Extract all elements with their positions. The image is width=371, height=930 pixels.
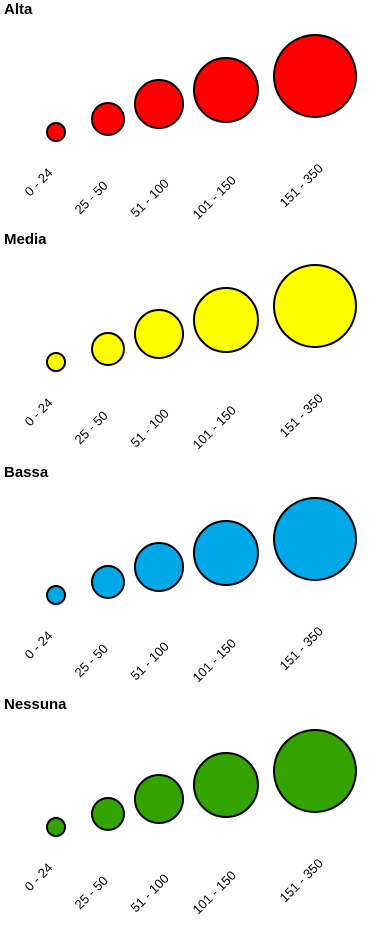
size-class-label: 25 - 50 <box>72 178 111 217</box>
size-class-label: 101 - 150 <box>190 636 239 685</box>
legend-group-media: Media 0 - 24 25 - 50 51 - 100 101 - 150 151 -… <box>4 231 357 452</box>
size-bubble <box>46 585 66 605</box>
size-bubble <box>134 542 184 592</box>
legend-group-bassa: Bassa 0 - 24 25 - 50 51 - 100 101 - 150 151 -… <box>4 464 357 685</box>
legend-group-title: Media <box>4 231 47 248</box>
size-class-label: 25 - 50 <box>72 873 111 912</box>
size-class-label: 151 - 350 <box>277 856 326 905</box>
legend-group-title: Nessuna <box>4 696 67 713</box>
size-class-label: 51 - 100 <box>128 639 172 683</box>
size-bubble <box>91 332 125 366</box>
size-class-label: 51 - 100 <box>128 871 172 915</box>
legend-group-title: Bassa <box>4 464 49 481</box>
size-bubble <box>273 497 357 581</box>
size-class-label: 0 - 24 <box>22 395 56 429</box>
size-bubble <box>46 817 66 837</box>
size-class-label: 25 - 50 <box>72 408 111 447</box>
size-class-label: 0 - 24 <box>22 165 56 199</box>
size-class-label: 0 - 24 <box>22 860 56 894</box>
size-bubble <box>134 79 184 129</box>
legend-group-title: Alta <box>4 1 33 18</box>
size-class-label: 101 - 150 <box>190 868 239 917</box>
size-class-label: 151 - 350 <box>277 391 326 440</box>
size-bubble <box>91 797 125 831</box>
size-bubble <box>273 729 357 813</box>
size-bubble <box>134 774 184 824</box>
size-bubble <box>91 565 125 599</box>
size-bubble <box>46 352 66 372</box>
size-bubble <box>193 520 259 586</box>
size-class-label: 151 - 350 <box>277 161 326 210</box>
size-class-label: 151 - 350 <box>277 624 326 673</box>
size-bubble <box>273 34 357 118</box>
size-class-label: 25 - 50 <box>72 641 111 680</box>
size-bubble <box>46 122 66 142</box>
size-bubble <box>193 287 259 353</box>
size-class-label: 101 - 150 <box>190 173 239 222</box>
size-bubble <box>193 752 259 818</box>
size-bubble <box>193 57 259 123</box>
size-class-label: 0 - 24 <box>22 628 56 662</box>
size-bubble <box>134 309 184 359</box>
size-class-label: 51 - 100 <box>128 406 172 450</box>
size-class-label: 101 - 150 <box>190 403 239 452</box>
legend-group-nessuna: Nessuna 0 - 24 25 - 50 51 - 100 101 - 150 151… <box>4 696 357 917</box>
size-class-label: 51 - 100 <box>128 176 172 220</box>
size-bubble <box>273 264 357 348</box>
legend-group-alta: Alta 0 - 24 25 - 50 51 - 100 101 - 150 151 - … <box>4 1 357 222</box>
size-bubble <box>91 102 125 136</box>
